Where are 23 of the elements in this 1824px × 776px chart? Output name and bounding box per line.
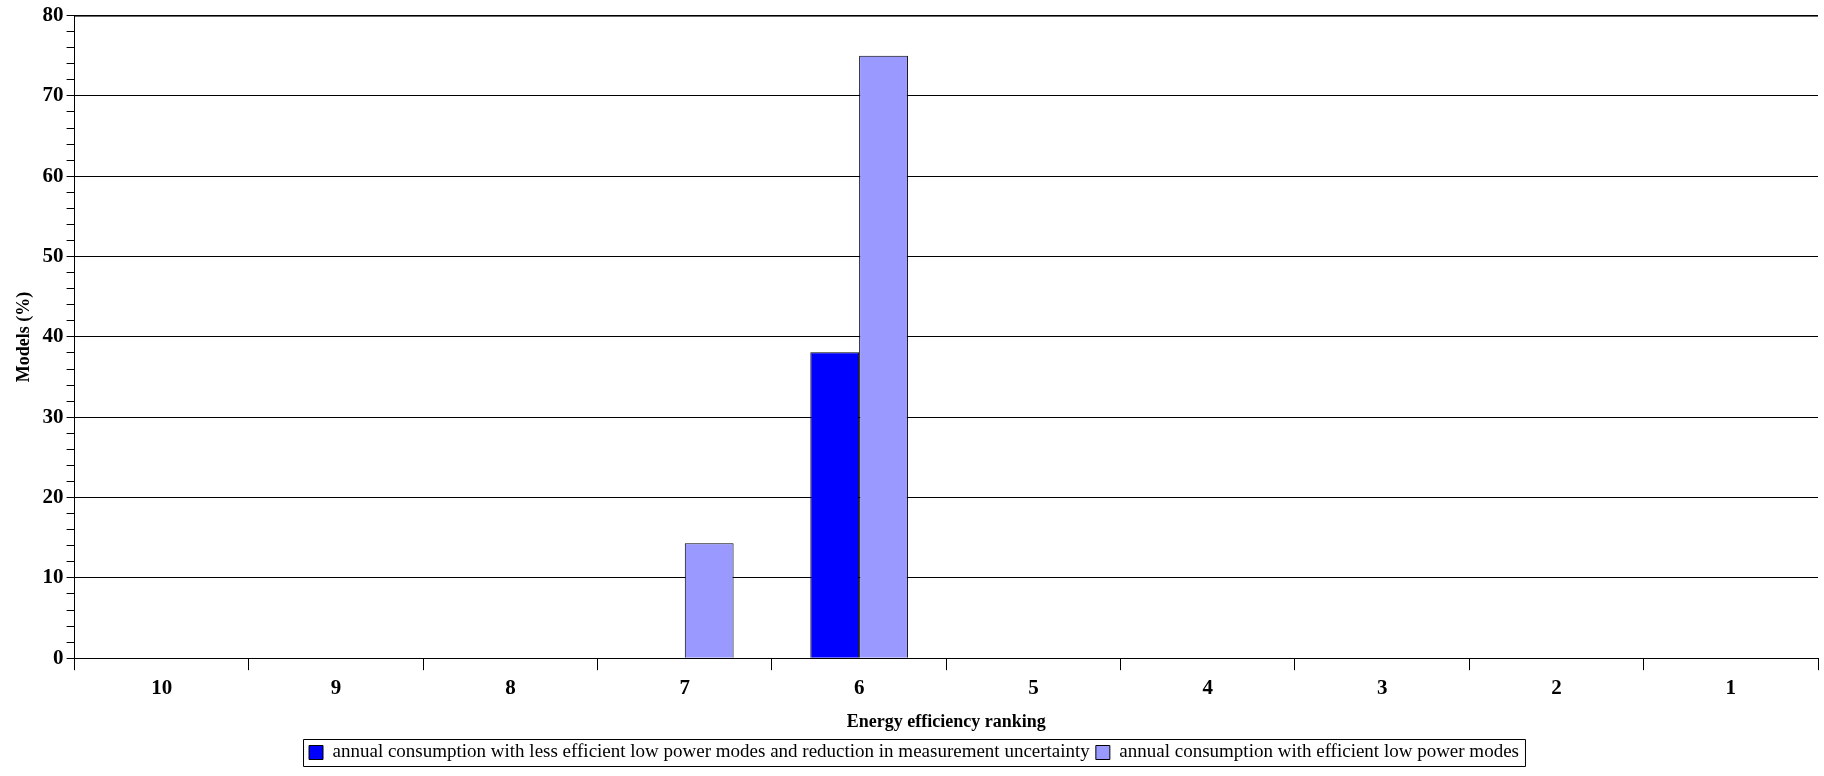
x-tick-label: 9 — [330, 675, 342, 700]
y-tick-label: 20 — [42, 483, 64, 508]
y-tick-label: 0 — [53, 644, 64, 669]
x-tick-label: 2 — [1551, 675, 1562, 700]
x-tick-label: 3 — [1376, 675, 1388, 700]
y-tick-label: 10 — [42, 564, 64, 589]
x-tick-label: 10 — [151, 675, 173, 700]
x-tick-label: 4 — [1202, 675, 1214, 700]
x-tick-label: 5 — [1028, 675, 1039, 700]
y-tick-label: 30 — [42, 403, 64, 428]
y-tick-label: 70 — [42, 82, 64, 107]
y-axis-title: Models (%) — [13, 291, 35, 383]
y-tick-label: 80 — [42, 2, 64, 27]
y-tick-label: 40 — [42, 323, 64, 348]
x-tick-label: 1 — [1725, 675, 1737, 700]
y-tick-label: 60 — [42, 162, 64, 187]
x-axis-title: Energy efficiency ranking — [846, 710, 1046, 731]
x-tick-label: 8 — [505, 675, 516, 700]
legend-label: annual consumption with efficient low power modes — [1119, 740, 1519, 762]
y-tick-label: 50 — [42, 243, 64, 267]
x-tick-label: 6 — [853, 675, 865, 700]
x-tick-label: 7 — [679, 675, 691, 700]
legend-label: annual consumption with less efficient low power modes and reduction in measurement uncertainty — [332, 740, 1091, 762]
